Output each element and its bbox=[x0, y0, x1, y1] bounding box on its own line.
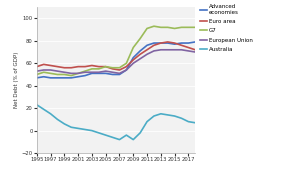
Legend: Advanced
economies, Euro area, G7, European Union, Australia: Advanced economies, Euro area, G7, Europ… bbox=[200, 4, 253, 52]
Y-axis label: Net Debt (% of GDP): Net Debt (% of GDP) bbox=[14, 52, 19, 108]
